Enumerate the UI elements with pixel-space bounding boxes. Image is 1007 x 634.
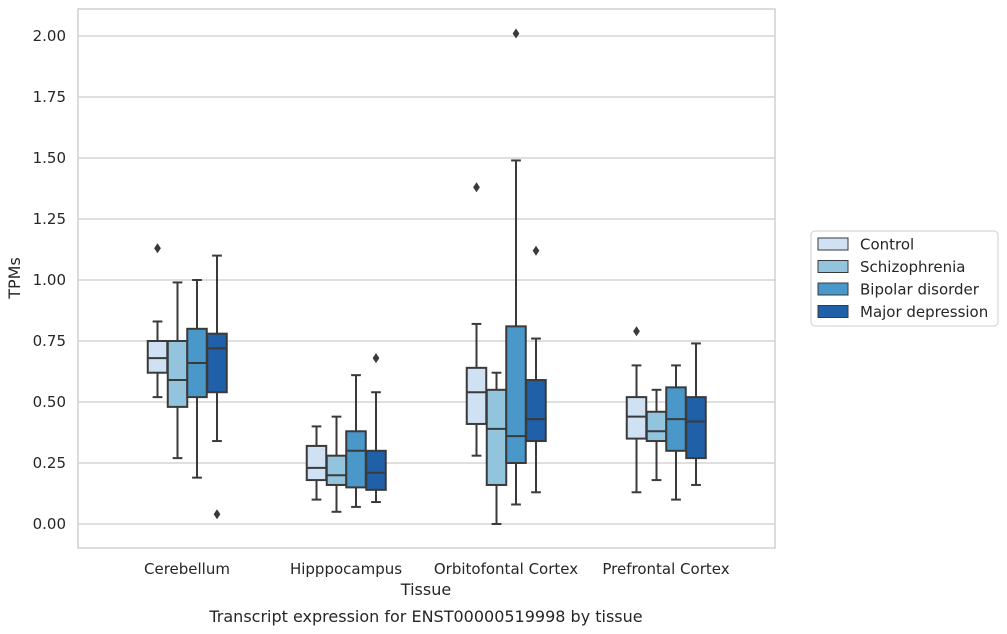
y-axis-title: TPMs (5, 257, 24, 300)
outlier-point (154, 243, 161, 254)
legend-label: Control (860, 236, 914, 254)
y-tick-label: 0.25 (33, 454, 66, 472)
y-tick-label: 1.50 (33, 149, 66, 167)
box (685, 396, 707, 460)
legend-label: Schizophrenia (860, 258, 965, 276)
y-tick-label: 0.50 (33, 393, 66, 411)
x-axis-title: Tissue (400, 580, 451, 599)
y-tick-label: 1.75 (33, 88, 66, 106)
box-group (505, 28, 527, 506)
box (465, 366, 488, 425)
x-tick-label: Cerebellum (144, 560, 230, 578)
box-group (146, 243, 169, 399)
box-group (625, 326, 648, 494)
box (166, 340, 189, 408)
box-group (166, 281, 189, 460)
box-group (305, 425, 328, 501)
legend-items: Control Schizophrenia Bipolar disorder Majo… (817, 236, 988, 321)
outlier-point (633, 326, 640, 337)
box-group (186, 279, 208, 479)
legend-frame (810, 230, 999, 327)
box (325, 454, 348, 486)
box-group (665, 364, 687, 501)
x-tick-label: Orbitofontal Cortex (434, 560, 578, 578)
box-group (365, 353, 387, 504)
box (505, 325, 527, 464)
legend-swatch (817, 260, 849, 273)
y-tick-label: 0.00 (33, 515, 66, 533)
box-group (325, 415, 348, 513)
outlier-point (213, 509, 221, 520)
legend-label: Major depression (860, 303, 988, 321)
box-group (525, 245, 547, 494)
box-plots (146, 28, 707, 525)
legend-swatch (817, 305, 849, 318)
legend: Control Schizophrenia Bipolar disorder Majo… (810, 230, 999, 327)
box (525, 379, 547, 443)
y-tick-label: 0.75 (33, 332, 66, 350)
legend-swatch (817, 282, 849, 296)
outlier-point (532, 245, 540, 256)
y-tick-labels: 0.00 0.25 0.50 0.75 1.00 1.25 1.50 1.75 2.00 (33, 27, 66, 533)
box (206, 332, 228, 394)
y-tick-label: 2.00 (33, 27, 66, 45)
x-tick-label: Prefrontal Cortex (602, 560, 729, 578)
outlier-point (512, 28, 520, 39)
legend-swatch (817, 237, 849, 251)
box (645, 410, 668, 443)
box (345, 430, 367, 489)
legend-label: Bipolar disorder (860, 281, 980, 299)
y-tick-label: 1.25 (33, 210, 66, 228)
figure-caption: Transcript expression for ENST0000051999… (208, 607, 642, 626)
plot-area-frame (77, 8, 776, 549)
box-group (685, 342, 707, 486)
box (485, 388, 508, 486)
box (146, 340, 169, 374)
x-tick-labels: Cerebellum Hipppocampus Orbitofontal Corte… (144, 560, 730, 578)
y-tick-label: 1.00 (33, 271, 66, 289)
box-group (485, 371, 508, 525)
box (305, 444, 328, 482)
box (365, 449, 387, 491)
x-tick-label: Hipppocampus (290, 560, 402, 578)
box-group (206, 254, 228, 520)
box-group (345, 374, 367, 508)
outlier-point (473, 182, 480, 193)
box-group (465, 182, 488, 457)
box (625, 396, 648, 440)
box-group (645, 388, 668, 482)
outlier-point (372, 353, 380, 364)
